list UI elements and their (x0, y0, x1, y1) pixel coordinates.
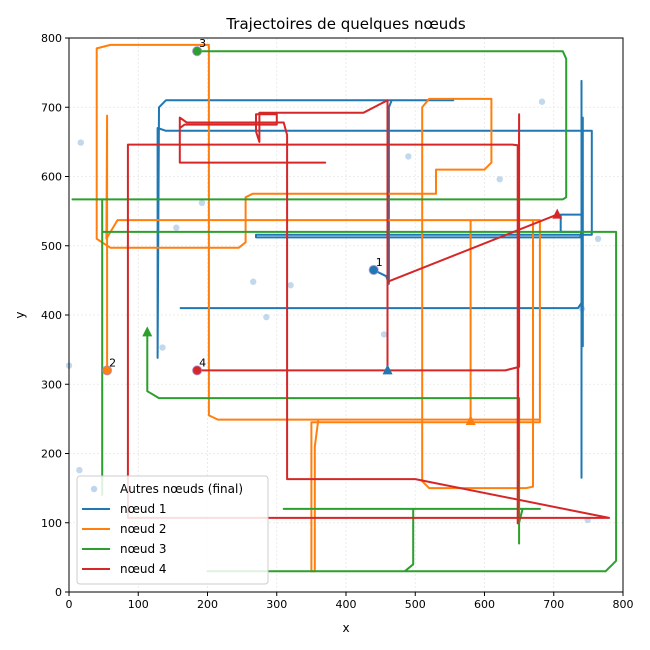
end-marker-node-4 (552, 208, 563, 219)
end-marker-node-3 (142, 326, 153, 337)
legend-entry-label: nœud 2 (120, 522, 167, 536)
start-marker-node-3 (192, 46, 203, 57)
axis-ticks: 0 100 200 300 400 500 600 700 800 0 100 200 300 400 50… (41, 32, 634, 611)
legend-swatch-others (90, 485, 98, 493)
x-tick-label: 100 (128, 598, 149, 611)
y-tick-label: 600 (41, 171, 62, 184)
legend-entry-label: Autres nœuds (final) (120, 482, 243, 496)
other-node-point (250, 278, 257, 285)
other-node-point (77, 139, 84, 146)
legend-box (76, 475, 269, 585)
start-marker-node-4 (192, 365, 203, 376)
x-tick-label: 800 (613, 598, 634, 611)
other-node-point (198, 199, 206, 207)
trajectory-node-4 (126, 99, 611, 525)
node-label-3: 3 (199, 37, 206, 50)
other-node-point (405, 153, 412, 160)
y-tick-label: 200 (41, 448, 62, 461)
y-axis-label: y (13, 311, 27, 318)
other-node-point (380, 331, 388, 338)
x-tick-label: 500 (405, 598, 426, 611)
other-node-point (159, 344, 166, 351)
node-label-1: 1 (376, 256, 383, 269)
trajectory-node-3 (71, 50, 618, 573)
x-axis-label: x (342, 621, 349, 635)
x-tick-label: 300 (266, 598, 287, 611)
x-tick-label: 200 (197, 598, 218, 611)
y-tick-label: 400 (41, 309, 62, 322)
legend-entry-label: nœud 4 (120, 562, 167, 576)
y-tick-label: 700 (41, 101, 62, 114)
y-tick-label: 800 (41, 32, 62, 45)
other-node-point (538, 98, 546, 105)
y-tick-label: 0 (55, 586, 62, 599)
other-node-point (76, 466, 83, 474)
end-marker-node-2 (465, 414, 476, 425)
start-marker-node-1 (368, 264, 379, 276)
x-tick-label: 400 (336, 598, 357, 611)
plot-area: 1 2 3 4 (65, 37, 618, 573)
y-tick-label: 500 (41, 240, 62, 253)
start-marker-node-2 (101, 365, 113, 376)
x-tick-label: 600 (474, 598, 495, 611)
other-node-point (594, 235, 602, 243)
other-node-point (496, 176, 503, 183)
y-tick-label: 300 (41, 378, 62, 391)
x-tick-label: 0 (66, 598, 73, 611)
other-node-point (287, 282, 294, 289)
other-node-point (263, 313, 270, 321)
node-label-2: 2 (109, 356, 116, 369)
end-marker-node-1 (382, 364, 393, 375)
legend-entry-label: nœud 1 (120, 502, 167, 516)
node-label-4: 4 (199, 356, 206, 369)
trajectory-node-1 (156, 79, 593, 479)
y-tick-label: 100 (41, 517, 62, 530)
chart-title: Trajectoires de quelques nœuds (225, 15, 465, 33)
x-tick-label: 700 (543, 598, 564, 611)
other-node-point (173, 224, 180, 231)
legend: Autres nœuds (final) nœud 1 nœud 2 nœud 3 nœ… (76, 475, 269, 585)
legend-entry-label: nœud 3 (120, 542, 167, 556)
